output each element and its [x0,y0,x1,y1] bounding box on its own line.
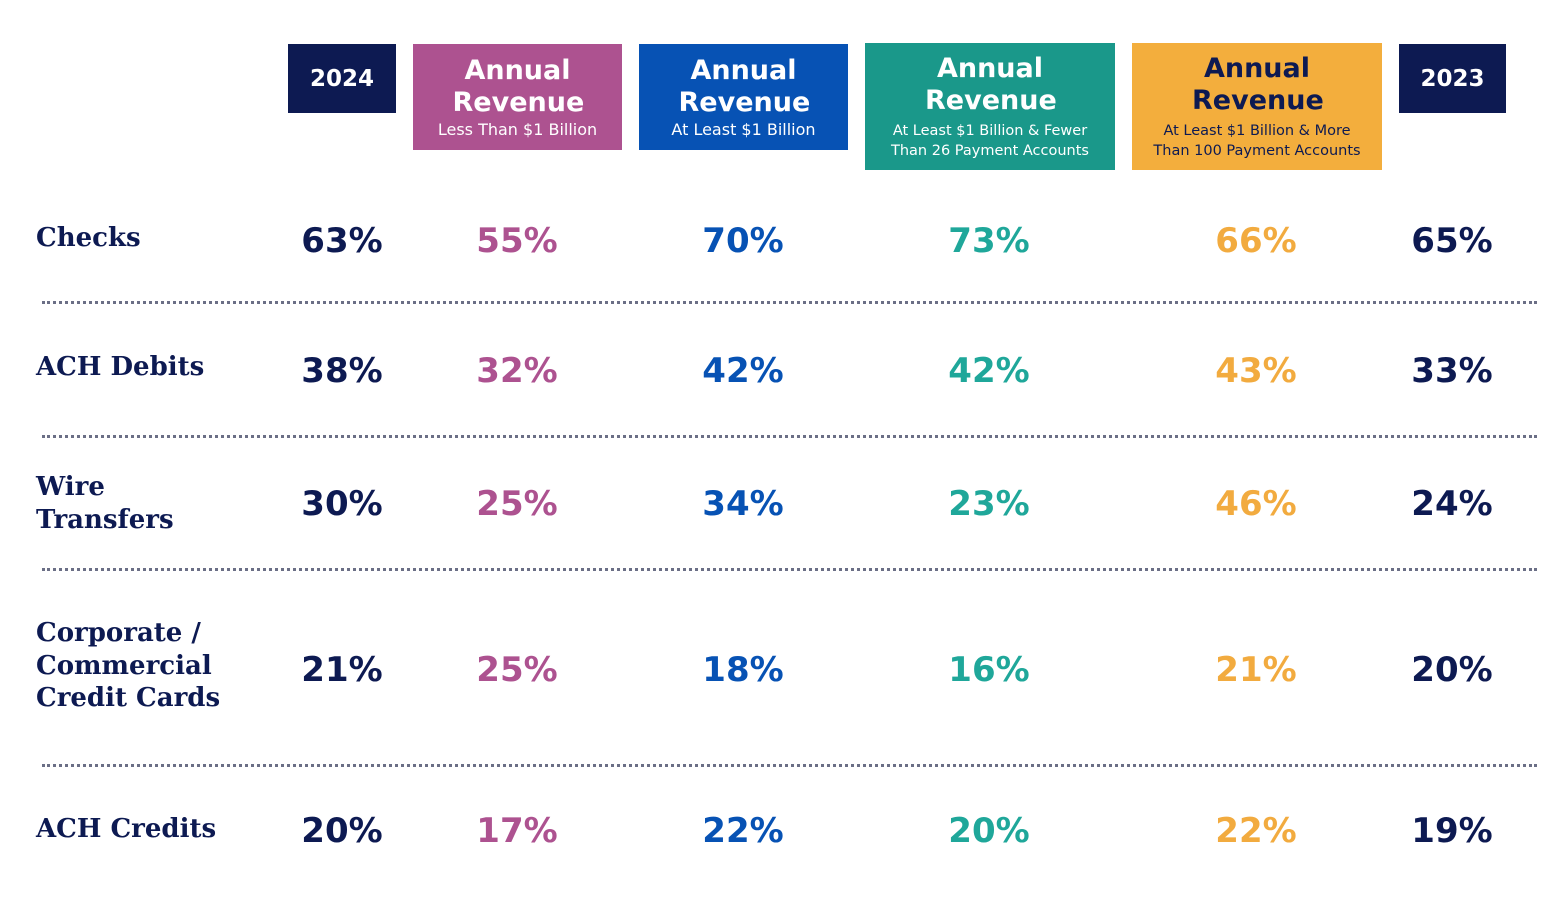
value-cell-r3-c2: 25% [476,484,558,524]
header-revenue-more-than-100-accounts-subtitle: At Least $1 Billion & More Than 100 Paym… [1153,122,1361,159]
value-cell-r4-c3: 18% [702,650,784,690]
header-revenue-fewer-than-26-accounts: Annual Revenue At Least $1 Billion & Few… [865,43,1115,170]
value-cell-r5-c1: 20% [301,811,383,851]
header-revenue-less-than-1b-subtitle: Less Than $1 Billion [437,119,598,139]
header-revenue-at-least-1b: Annual Revenue At Least $1 Billion [639,44,848,150]
value-cell-r5-c4: 20% [948,811,1030,851]
value-cell-r3-c1: 30% [301,484,383,524]
value-cell-r4-c5: 21% [1215,650,1297,690]
row-label-ach-debits: ACH Debits [36,352,205,382]
row-label-ach-credits: ACH Credits [36,814,217,844]
value-cell-r5-c3: 22% [702,811,784,851]
header-2023-label: 2023 [1420,65,1485,92]
value-cell-r4-c2: 25% [476,650,558,690]
header-revenue-at-least-1b-title: Annual Revenue [678,54,811,118]
header-revenue-more-than-100-accounts: Annual Revenue At Least $1 Billion & Mor… [1132,43,1382,170]
value-cell-r2-c5: 43% [1215,351,1297,391]
header-2023: 2023 [1399,44,1506,113]
row-label-checks: Checks [36,223,141,253]
value-cell-r3-c5: 46% [1215,484,1297,524]
value-cell-r4-c1: 21% [301,650,383,690]
value-cell-r3-c3: 34% [702,484,784,524]
header-revenue-fewer-than-26-accounts-title: Annual Revenue [925,52,1057,116]
value-cell-r3-c4: 23% [948,484,1030,524]
header-revenue-more-than-100-accounts-title: Annual Revenue [1192,52,1324,116]
value-cell-r4-c6: 20% [1411,650,1493,690]
value-cell-r2-c2: 32% [476,351,558,391]
value-cell-r3-c6: 24% [1411,484,1493,524]
value-cell-r1-c1: 63% [301,221,383,261]
value-cell-r1-c3: 70% [702,221,784,261]
row-divider [42,301,1537,304]
header-revenue-at-least-1b-subtitle: At Least $1 Billion [671,119,816,139]
row-divider [42,764,1537,767]
header-revenue-less-than-1b-title: Annual Revenue [452,54,585,118]
value-cell-r4-c4: 16% [948,650,1030,690]
row-divider [42,435,1537,438]
value-cell-r5-c6: 19% [1411,811,1493,851]
value-cell-r2-c4: 42% [948,351,1030,391]
value-cell-r5-c5: 22% [1215,811,1297,851]
row-divider [42,568,1537,571]
row-label-corporate-commercial-credit-cards: Corporate / Commercial Credit Cards [36,618,221,713]
value-cell-r1-c4: 73% [948,221,1030,261]
row-label-wire-transfers: Wire Transfers [36,472,174,535]
value-cell-r1-c2: 55% [476,221,558,261]
header-2024: 2024 [288,44,396,113]
header-revenue-fewer-than-26-accounts-subtitle: At Least $1 Billion & Fewer Than 26 Paym… [891,122,1089,159]
value-cell-r1-c6: 65% [1411,221,1493,261]
value-cell-r5-c2: 17% [476,811,558,851]
header-2024-label: 2024 [309,65,374,92]
header-revenue-less-than-1b: Annual Revenue Less Than $1 Billion [413,44,622,150]
value-cell-r2-c3: 42% [702,351,784,391]
value-cell-r2-c1: 38% [301,351,383,391]
value-cell-r2-c6: 33% [1411,351,1493,391]
value-cell-r1-c5: 66% [1215,221,1297,261]
